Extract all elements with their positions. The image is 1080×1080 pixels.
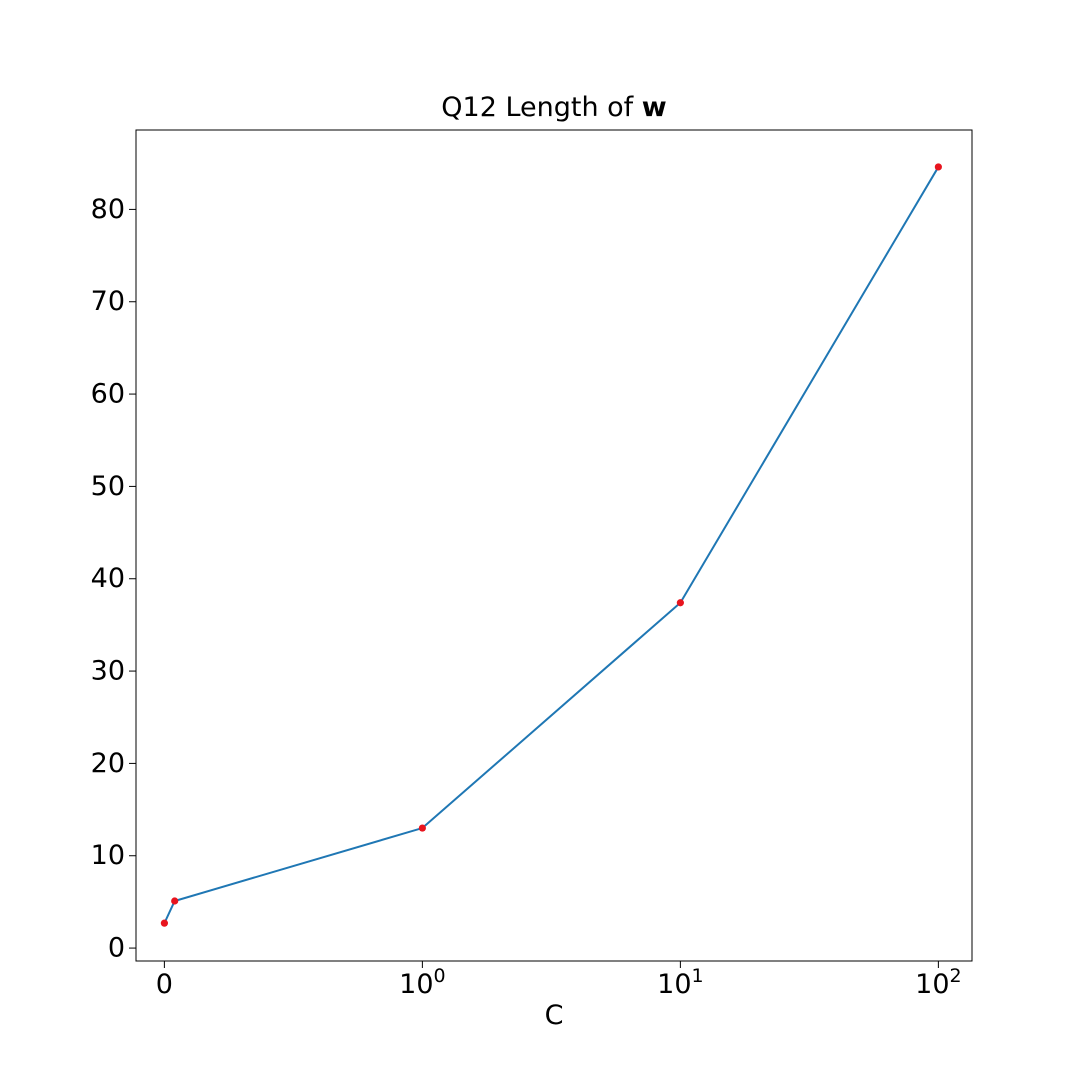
data-point [160, 919, 169, 927]
series-line [163, 166, 940, 924]
data-point [676, 599, 684, 607]
y-tick-label: 10 [91, 840, 125, 871]
x-tick-label: 101 [657, 965, 703, 1000]
x-tick-label: 102 [915, 965, 961, 1000]
axes-frame [135, 129, 973, 962]
y-tick-label: 80 [91, 194, 125, 225]
y-tick-label: 30 [91, 656, 125, 687]
x-axis-label: C [544, 1000, 564, 1031]
x-tick-label: 100 [399, 965, 445, 1000]
y-tick-label: 50 [91, 471, 125, 502]
chart-title: Q12 Length of w [136, 92, 972, 123]
data-point [171, 897, 179, 905]
x-tick-label: 0 [156, 969, 173, 1000]
y-tick-label: 60 [91, 379, 125, 410]
chart-title-bold: w [641, 92, 667, 123]
data-point [934, 163, 942, 171]
data-point [418, 824, 426, 832]
chart-title-text: Q12 Length of [441, 92, 642, 123]
y-tick-label: 40 [91, 563, 125, 594]
y-tick-label: 70 [91, 286, 125, 317]
y-tick-label: 0 [108, 933, 125, 964]
y-tick-label: 20 [91, 748, 125, 779]
